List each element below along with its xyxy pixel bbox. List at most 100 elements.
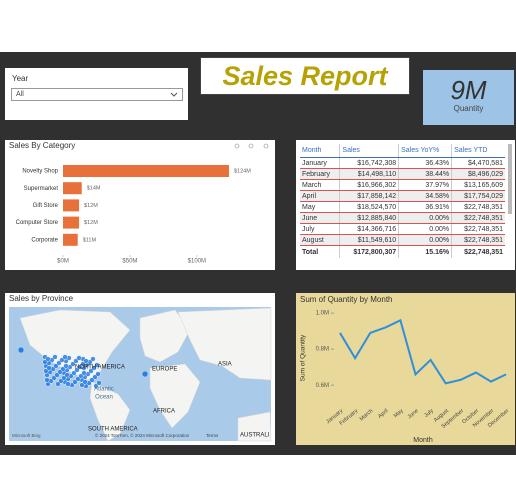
header-icon [248, 143, 254, 149]
scrollbar[interactable] [508, 144, 512, 214]
map-point [63, 363, 69, 369]
map-land [237, 411, 272, 442]
bar [63, 216, 80, 229]
total-cell: $172,800,307 [339, 245, 399, 258]
bar [63, 199, 80, 212]
y-tick-label: 0.8M [316, 347, 329, 353]
x-tick-label: April [377, 408, 389, 420]
table-row: July $14,366,716 0.00% $22,748,351 [300, 223, 505, 235]
table-row: March $16,966,302 37.97% $13,165,609 [300, 179, 505, 191]
map-point [96, 380, 102, 386]
bar [63, 233, 78, 246]
header-icon [234, 143, 240, 149]
panel [5, 140, 275, 270]
bar [63, 182, 82, 195]
map-label: AFRICA [153, 409, 175, 415]
table-cell: 36.91% [398, 201, 452, 213]
table-cell: 37.97% [398, 179, 452, 191]
map-point [46, 365, 52, 371]
map-point [95, 371, 101, 377]
table-cell: $8,496,029 [451, 168, 505, 180]
map-land [19, 309, 131, 381]
map-label: NORTH AMERICA [75, 365, 125, 371]
column-header: Month [300, 144, 340, 158]
y-axis-label: Sum of Quantity [300, 334, 307, 381]
map-point [142, 371, 148, 377]
table-cell: January [300, 157, 340, 169]
x-tick-label: $50M [122, 259, 137, 265]
map-land [149, 363, 201, 429]
bar [63, 165, 229, 177]
y-tick-label: Novelty Shop [22, 169, 58, 175]
chart-title: Sales By Category [9, 141, 75, 150]
x-tick-label: July [423, 408, 435, 419]
map-point [62, 354, 68, 360]
map-label: Atlantic [94, 387, 114, 393]
table-row: February $14,498,110 38.44% $8,496,029 [300, 168, 505, 180]
y-tick-label: Computer Store [16, 220, 59, 226]
total-row: Total $172,800,307 15.16% $22,748,351 [300, 245, 505, 258]
table-cell: 0.00% [398, 223, 452, 235]
total-cell: 15.16% [398, 245, 452, 258]
table-row: May $18,524,570 36.91% $22,748,351 [300, 201, 505, 213]
map-point [83, 358, 89, 364]
chart-title: Sum of Quantity by Month [300, 295, 393, 304]
column-header: Sales [339, 144, 399, 158]
report-title: Sales Report [200, 57, 410, 95]
slicer-dropdown[interactable]: All [11, 88, 183, 101]
map-label: Ocean [95, 395, 113, 401]
slicer-label: Year [12, 74, 29, 83]
data-label: $124M [234, 168, 251, 174]
year-slicer[interactable]: Year All [5, 68, 188, 120]
total-cell: $22,748,351 [451, 245, 505, 258]
slicer-value: All [16, 91, 24, 98]
map-attribution: © 2024 TomTom, © 2024 Microsoft Corporat… [95, 432, 190, 438]
table-cell: 38.44% [398, 168, 452, 180]
table-cell: March [300, 179, 340, 191]
table-cell: July [300, 223, 340, 235]
table-cell: $13,165,609 [451, 179, 505, 191]
map-label: EUROPE [152, 367, 177, 373]
map-land [177, 307, 272, 381]
map-logo: Microsoft Bing [12, 433, 41, 438]
map-label: SOUTH AMERICA [88, 427, 138, 433]
table-cell: $14,498,110 [339, 168, 399, 180]
data-label: $12M [84, 203, 98, 209]
chevron [170, 92, 178, 97]
x-axis-label: Month [413, 437, 433, 444]
y-tick-label: Supermarket [24, 186, 59, 192]
map-point [90, 356, 96, 362]
quantity-card: 9M Quantity [423, 70, 514, 125]
card-value: 9M [450, 75, 487, 105]
table-cell: $17,754,029 [451, 190, 505, 202]
column-header: Sales YoY% [398, 144, 452, 158]
table-cell: 34.58% [398, 190, 452, 202]
sales-table: Month Sales Sales YoY% Sales YTD January $16,… [296, 140, 515, 270]
table-cell: $22,748,351 [451, 201, 505, 213]
panel [296, 293, 515, 445]
map-point [81, 370, 87, 376]
table-cell: $12,885,840 [339, 212, 399, 224]
line [339, 318, 507, 385]
table-cell: $17,858,142 [339, 190, 399, 202]
table-cell: $4,470,581 [451, 157, 505, 169]
table-cell: $16,966,302 [339, 179, 399, 191]
table-cell: 0.00% [398, 212, 452, 224]
table-cell: May [300, 201, 340, 213]
map-title: Sales by Province [9, 294, 74, 303]
map-land [89, 381, 131, 442]
table-cell: $22,748,351 [451, 223, 505, 235]
table-cell: $14,366,716 [339, 223, 399, 235]
table-cell: $18,524,570 [339, 201, 399, 213]
header-icon [263, 143, 269, 149]
table-cell: $16,742,308 [339, 157, 399, 169]
map-point [82, 379, 88, 385]
map-point [45, 356, 51, 362]
map-label: ASIA [218, 362, 232, 368]
map-point [44, 377, 50, 383]
y-tick-label: 0.6M [316, 383, 329, 389]
table-row: June $12,885,840 0.00% $22,748,351 [300, 212, 505, 224]
map-point [65, 381, 71, 387]
